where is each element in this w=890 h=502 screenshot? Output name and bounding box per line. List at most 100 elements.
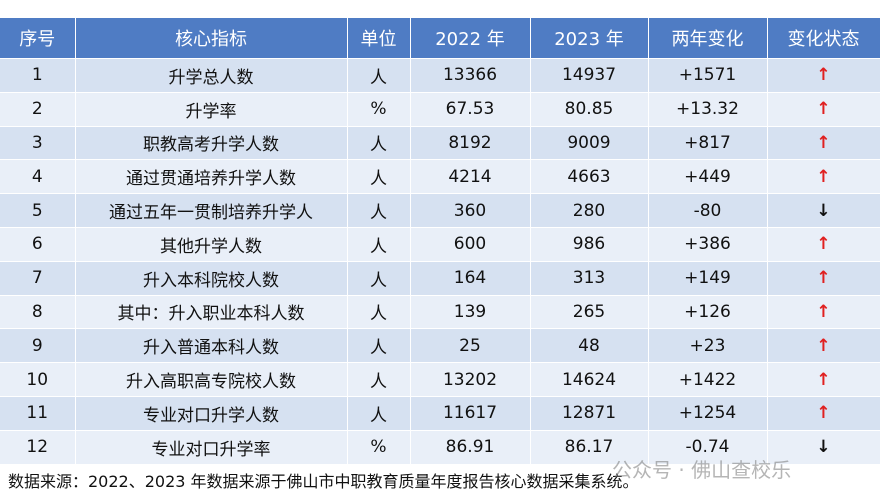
- header-cell: 核心指标: [75, 18, 348, 59]
- header-cell: 变化状态: [767, 18, 881, 59]
- table-cell: 专业对口升学人数: [75, 395, 348, 431]
- table-cell: 升学总人数: [75, 58, 348, 93]
- table-cell: 其他升学人数: [75, 226, 348, 262]
- table-cell: 升学率: [75, 91, 348, 127]
- status-arrow: ↑: [767, 362, 881, 397]
- table-cell: 人: [347, 193, 411, 228]
- table-row: 8 其中：升入职业本科人数人 139 265 +126 ↑: [0, 294, 881, 329]
- table-cell: 职教高考升学人数: [75, 125, 348, 160]
- table-cell: 2: [0, 91, 76, 127]
- table-cell: 人: [347, 260, 411, 296]
- status-arrow: ↑: [767, 159, 881, 194]
- table-cell: +1254: [648, 395, 768, 431]
- table-cell: 164: [410, 260, 531, 296]
- table-cell: 人: [347, 226, 411, 262]
- table-cell: +126: [648, 294, 768, 329]
- table-cell: 人: [347, 159, 411, 194]
- table-cell: 86.91: [410, 429, 531, 464]
- table-cell: 9009: [530, 125, 649, 160]
- table-cell: 4663: [530, 159, 649, 194]
- table-cell: 人: [347, 395, 411, 431]
- status-arrow: ↑: [767, 58, 881, 93]
- table-cell: 86.17: [530, 429, 649, 464]
- table-row: 1 升学总人数人 13366 14937 +1571 ↑: [0, 58, 881, 93]
- status-arrow: ↑: [767, 91, 881, 127]
- table-cell: +23: [648, 328, 768, 363]
- footnote: 数据来源：2022、2023 年数据来源于佛山市中职教育质量年度报告核心数据采集…: [8, 472, 639, 491]
- table-cell: 986: [530, 226, 649, 262]
- header-cell: 2022 年: [410, 18, 531, 59]
- header-cell: 两年变化: [648, 18, 768, 59]
- table-cell: 人: [347, 362, 411, 397]
- status-arrow: ↑: [767, 395, 881, 431]
- watermark: 公众号 · 佛山查校乐: [612, 458, 792, 482]
- table-cell: 14937: [530, 58, 649, 93]
- table-cell: 7: [0, 260, 76, 296]
- table-cell: 265: [530, 294, 649, 329]
- table-cell: %: [347, 91, 411, 127]
- table-cell: 3: [0, 125, 76, 160]
- table-cell: 人: [347, 58, 411, 93]
- table-cell: 升入普通本科人数: [75, 328, 348, 363]
- status-arrow: ↑: [767, 328, 881, 363]
- table-cell: 升入高职高专院校人数: [75, 362, 348, 397]
- table-cell: +1571: [648, 58, 768, 93]
- table-cell: 11617: [410, 395, 531, 431]
- table-cell: 13366: [410, 58, 531, 93]
- table-row: 4 通过贯通培养升学人数人 4214 4663 +449 ↑: [0, 159, 881, 194]
- table-cell: +386: [648, 226, 768, 262]
- table-cell: 通过五年一贯制培养升学人: [75, 193, 348, 228]
- header-row: 序号 核心指标 单位 2022 年 2023 年两年变化 变化状态: [0, 18, 881, 59]
- table-cell: 9: [0, 328, 76, 363]
- table-cell: +13.32: [648, 91, 768, 127]
- table-cell: 人: [347, 294, 411, 329]
- table-cell: -0.74: [648, 429, 768, 464]
- table-cell: 升入本科院校人数: [75, 260, 348, 296]
- table-row: 6 其他升学人数人 600 986 +386 ↑: [0, 226, 881, 262]
- status-arrow: ↑: [767, 260, 881, 296]
- table-cell: %: [347, 429, 411, 464]
- table-cell: 14624: [530, 362, 649, 397]
- status-arrow: ↑: [767, 226, 881, 262]
- table-cell: 11: [0, 395, 76, 431]
- table-cell: 通过贯通培养升学人数: [75, 159, 348, 194]
- table-cell: 48: [530, 328, 649, 363]
- data-table: 序号 核心指标 单位 2022 年 2023 年两年变化 变化状态 1 升学总人数人 1336…: [0, 18, 881, 464]
- table-cell: 8: [0, 294, 76, 329]
- status-arrow: ↑: [767, 294, 881, 329]
- table-cell: 600: [410, 226, 531, 262]
- table-cell: 6: [0, 226, 76, 262]
- table-cell: 10: [0, 362, 76, 397]
- table-row: 9 升入普通本科人数人 25 48 +23 ↑: [0, 328, 881, 363]
- table-cell: 12871: [530, 395, 649, 431]
- table-cell: 人: [347, 328, 411, 363]
- table-cell: 313: [530, 260, 649, 296]
- table-row: 3 职教高考升学人数人 8192 9009 +817 ↑: [0, 125, 881, 160]
- table-cell: 25: [410, 328, 531, 363]
- status-arrow: ↓: [767, 193, 881, 228]
- table-row: 12 专业对口升学率% 86.91 86.17 -0.74 ↓: [0, 429, 881, 464]
- table-body: 1 升学总人数人 13366 14937 +1571 ↑ 2 升学率% 67.53 80.85 +1…: [0, 58, 881, 464]
- table-row: 2 升学率% 67.53 80.85 +13.32 ↑: [0, 91, 881, 127]
- table-cell: +149: [648, 260, 768, 296]
- table-cell: +1422: [648, 362, 768, 397]
- table-cell: +449: [648, 159, 768, 194]
- header-cell: 2023 年: [530, 18, 649, 59]
- table-cell: 360: [410, 193, 531, 228]
- table-row: 7 升入本科院校人数人 164 313 +149 ↑: [0, 260, 881, 296]
- table-cell: 1: [0, 58, 76, 93]
- table-cell: 其中：升入职业本科人数: [75, 294, 348, 329]
- status-arrow: ↓: [767, 429, 881, 464]
- table-cell: 5: [0, 193, 76, 228]
- table-cell: 139: [410, 294, 531, 329]
- table-row: 11 专业对口升学人数人 11617 12871 +1254 ↑: [0, 395, 881, 431]
- table-cell: -80: [648, 193, 768, 228]
- table-row: 5 通过五年一贯制培养升学人人 360 280 -80 ↓: [0, 193, 881, 228]
- table-cell: 8192: [410, 125, 531, 160]
- table-cell: 4214: [410, 159, 531, 194]
- table-row: 10 升入高职高专院校人数人 13202 14624 +1422 ↑: [0, 362, 881, 397]
- status-arrow: ↑: [767, 125, 881, 160]
- table-cell: 80.85: [530, 91, 649, 127]
- table-cell: 专业对口升学率: [75, 429, 348, 464]
